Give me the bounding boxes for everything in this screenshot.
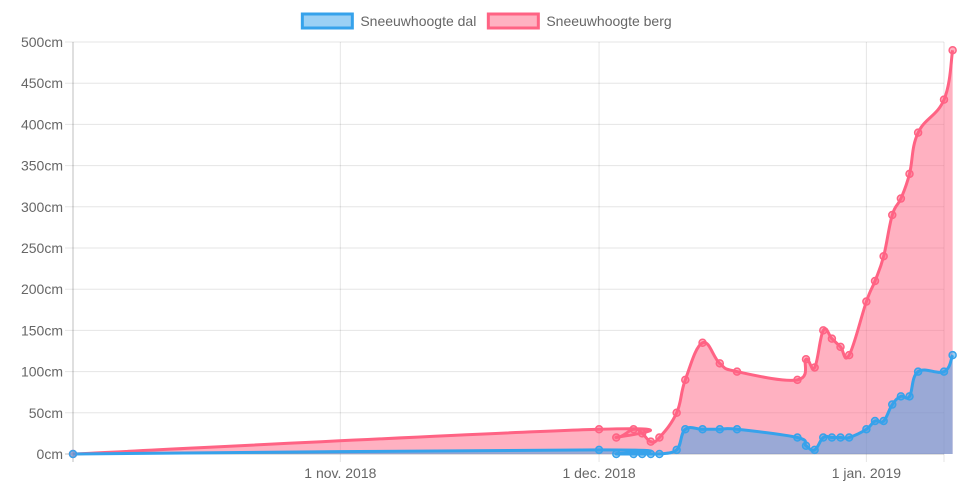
y-axis: 0cm 50cm 100cm 150cm 200cm 250cm 300cm 350cm 400… bbox=[21, 34, 63, 462]
point-sneeuwhoogte-dal bbox=[629, 449, 638, 459]
point-sneeuwhoogte-dal bbox=[913, 367, 923, 376]
point-sneeuwhoogte-dal bbox=[646, 449, 656, 459]
point-sneeuwhoogte-dal bbox=[655, 449, 664, 459]
point-sneeuwhoogte-berg bbox=[672, 408, 681, 418]
y-tick-label: 50cm bbox=[29, 405, 63, 421]
point-sneeuwhoogte-dal bbox=[810, 445, 819, 455]
y-tick-label: 250cm bbox=[21, 240, 63, 256]
x-tick-label: 1 nov. 2018 bbox=[304, 465, 376, 481]
point-sneeuwhoogte-dal bbox=[905, 392, 914, 401]
point-sneeuwhoogte-dal bbox=[844, 433, 854, 442]
point-sneeuwhoogte-dal bbox=[672, 445, 681, 455]
point-sneeuwhoogte-berg bbox=[879, 251, 888, 261]
x-tick-label: 1 jan. 2019 bbox=[832, 465, 901, 481]
point-sneeuwhoogte-berg bbox=[836, 342, 845, 352]
point-sneeuwhoogte-dal bbox=[801, 441, 811, 451]
y-tick-label: 0cm bbox=[37, 446, 63, 462]
y-tick-label: 350cm bbox=[21, 158, 63, 174]
y-tick-label: 300cm bbox=[21, 199, 63, 215]
point-sneeuwhoogte-dal bbox=[594, 445, 604, 455]
point-sneeuwhoogte-dal bbox=[715, 425, 725, 434]
point-sneeuwhoogte-berg bbox=[698, 338, 707, 348]
point-sneeuwhoogte-dal bbox=[862, 425, 871, 434]
point-sneeuwhoogte-berg bbox=[801, 354, 811, 364]
point-sneeuwhoogte-berg bbox=[913, 128, 923, 137]
point-sneeuwhoogte-berg bbox=[594, 425, 604, 434]
point-sneeuwhoogte-dal bbox=[698, 425, 707, 434]
point-sneeuwhoogte-berg bbox=[844, 350, 854, 360]
point-sneeuwhoogte-berg bbox=[681, 375, 690, 385]
point-sneeuwhoogte-dal bbox=[836, 433, 845, 442]
point-sneeuwhoogte-dal bbox=[637, 449, 647, 459]
y-tick-label: 100cm bbox=[21, 364, 63, 380]
point-sneeuwhoogte-dal bbox=[870, 416, 880, 426]
point-sneeuwhoogte-dal bbox=[888, 400, 897, 409]
point-sneeuwhoogte-berg bbox=[939, 95, 949, 104]
y-tick-label: 500cm bbox=[21, 34, 63, 50]
point-sneeuwhoogte-berg bbox=[870, 276, 880, 286]
legend-swatch-sneeuwhoogte-dal bbox=[300, 12, 354, 30]
y-tick-label: 450cm bbox=[21, 75, 63, 91]
point-sneeuwhoogte-dal bbox=[68, 449, 78, 459]
y-tick-label: 200cm bbox=[21, 281, 63, 297]
point-sneeuwhoogte-berg bbox=[888, 210, 897, 220]
point-sneeuwhoogte-berg bbox=[896, 194, 906, 203]
area-sneeuwhoogte-berg bbox=[73, 50, 953, 455]
point-sneeuwhoogte-berg bbox=[793, 375, 802, 385]
point-sneeuwhoogte-berg bbox=[612, 433, 621, 442]
point-sneeuwhoogte-berg bbox=[715, 359, 725, 368]
point-sneeuwhoogte-dal bbox=[612, 449, 621, 459]
legend-label-sneeuwhoogte-berg: Sneeuwhoogte berg bbox=[546, 13, 671, 29]
data-points bbox=[68, 45, 957, 459]
point-sneeuwhoogte-dal bbox=[681, 425, 690, 434]
point-sneeuwhoogte-dal bbox=[896, 392, 906, 401]
point-sneeuwhoogte-berg bbox=[862, 297, 871, 306]
point-sneeuwhoogte-dal bbox=[827, 433, 837, 442]
x-tick-label: 1 dec. 2018 bbox=[562, 465, 635, 481]
legend-swatch-sneeuwhoogte-berg bbox=[486, 12, 540, 30]
point-sneeuwhoogte-berg bbox=[655, 433, 664, 442]
point-sneeuwhoogte-berg bbox=[629, 425, 638, 434]
legend: Sneeuwhoogte dal Sneeuwhoogte berg bbox=[300, 12, 672, 30]
point-sneeuwhoogte-berg bbox=[732, 367, 742, 376]
point-sneeuwhoogte-berg bbox=[827, 334, 837, 343]
point-sneeuwhoogte-dal bbox=[879, 416, 888, 426]
point-sneeuwhoogte-berg bbox=[905, 169, 914, 179]
point-sneeuwhoogte-dal bbox=[793, 433, 802, 442]
point-sneeuwhoogte-berg bbox=[810, 363, 819, 372]
y-tick-label: 400cm bbox=[21, 116, 63, 132]
point-sneeuwhoogte-berg bbox=[948, 45, 957, 55]
point-sneeuwhoogte-berg bbox=[637, 429, 647, 438]
series-areas bbox=[73, 50, 953, 455]
y-tick-label: 150cm bbox=[21, 322, 63, 338]
point-sneeuwhoogte-dal bbox=[939, 367, 949, 376]
x-axis: 1 nov. 2018 1 dec. 2018 1 jan. 2019 bbox=[304, 465, 901, 481]
point-sneeuwhoogte-berg bbox=[819, 326, 828, 335]
legend-label-sneeuwhoogte-dal: Sneeuwhoogte dal bbox=[360, 13, 476, 29]
point-sneeuwhoogte-dal bbox=[948, 350, 957, 360]
point-sneeuwhoogte-dal bbox=[732, 425, 742, 434]
point-sneeuwhoogte-berg bbox=[646, 437, 656, 446]
point-sneeuwhoogte-dal bbox=[819, 433, 828, 442]
